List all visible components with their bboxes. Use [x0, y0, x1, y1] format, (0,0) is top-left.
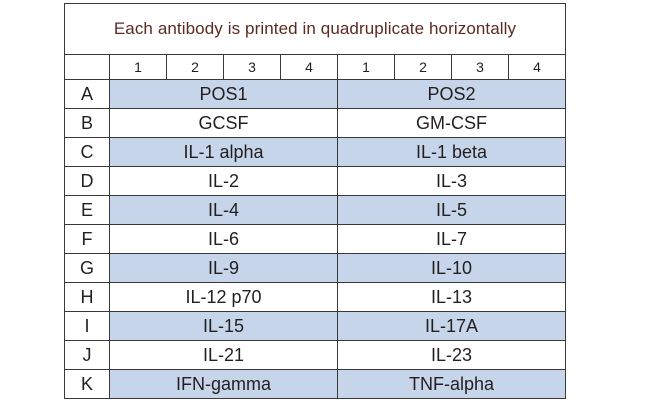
column-number-row: 1 2 3 4 1 2 3 4: [64, 54, 566, 80]
column-number: 4: [280, 54, 338, 80]
antibody-cell-right: IL-7: [337, 224, 566, 254]
row-label: D: [64, 166, 110, 196]
antibody-cell-right: GM-CSF: [337, 108, 566, 138]
title-row: Each antibody is printed in quadruplicat…: [64, 3, 566, 55]
column-number: 2: [166, 54, 224, 80]
row-label: K: [64, 369, 110, 399]
antibody-cell-right: IL-17A: [337, 311, 566, 341]
table-row: C IL-1 alpha IL-1 beta: [64, 137, 566, 167]
column-number: 1: [109, 54, 167, 80]
antibody-cell-left: IL-4: [109, 195, 338, 225]
row-label: G: [64, 253, 110, 283]
table-row: B GCSF GM-CSF: [64, 108, 566, 138]
table-row: J IL-21 IL-23: [64, 340, 566, 370]
table-title: Each antibody is printed in quadruplicat…: [64, 3, 566, 55]
antibody-cell-left: POS1: [109, 79, 338, 109]
row-label: H: [64, 282, 110, 312]
row-label: J: [64, 340, 110, 370]
antibody-cell-left: IL-15: [109, 311, 338, 341]
row-label: B: [64, 108, 110, 138]
column-number: 3: [223, 54, 281, 80]
table-row: I IL-15 IL-17A: [64, 311, 566, 341]
column-number: 1: [337, 54, 395, 80]
antibody-cell-right: IL-5: [337, 195, 566, 225]
row-label: C: [64, 137, 110, 167]
array-layout-table: Each antibody is printed in quadruplicat…: [64, 3, 566, 399]
column-number: 3: [451, 54, 509, 80]
antibody-cell-left: IL-21: [109, 340, 338, 370]
antibody-cell-left: GCSF: [109, 108, 338, 138]
antibody-cell-left: IL-2: [109, 166, 338, 196]
antibody-cell-right: TNF-alpha: [337, 369, 566, 399]
antibody-cell-right: POS2: [337, 79, 566, 109]
table-row: F IL-6 IL-7: [64, 224, 566, 254]
antibody-cell-left: IFN-gamma: [109, 369, 338, 399]
antibody-cell-right: IL-23: [337, 340, 566, 370]
antibody-cell-left: IL-1 alpha: [109, 137, 338, 167]
table-row: H IL-12 p70 IL-13: [64, 282, 566, 312]
table-row: G IL-9 IL-10: [64, 253, 566, 283]
table-row: D IL-2 IL-3: [64, 166, 566, 196]
row-label: A: [64, 79, 110, 109]
table-row: K IFN-gamma TNF-alpha: [64, 369, 566, 399]
row-label: I: [64, 311, 110, 341]
antibody-cell-left: IL-12 p70: [109, 282, 338, 312]
antibody-cell-right: IL-1 beta: [337, 137, 566, 167]
antibody-cell-left: IL-6: [109, 224, 338, 254]
antibody-array-map: Each antibody is printed in quadruplicat…: [64, 3, 566, 399]
corner-cell: [64, 54, 110, 80]
row-label: E: [64, 195, 110, 225]
column-number: 4: [508, 54, 566, 80]
table-row: A POS1 POS2: [64, 79, 566, 109]
row-label: F: [64, 224, 110, 254]
antibody-cell-left: IL-9: [109, 253, 338, 283]
column-number: 2: [394, 54, 452, 80]
table-row: E IL-4 IL-5: [64, 195, 566, 225]
antibody-cell-right: IL-3: [337, 166, 566, 196]
antibody-cell-right: IL-13: [337, 282, 566, 312]
antibody-cell-right: IL-10: [337, 253, 566, 283]
